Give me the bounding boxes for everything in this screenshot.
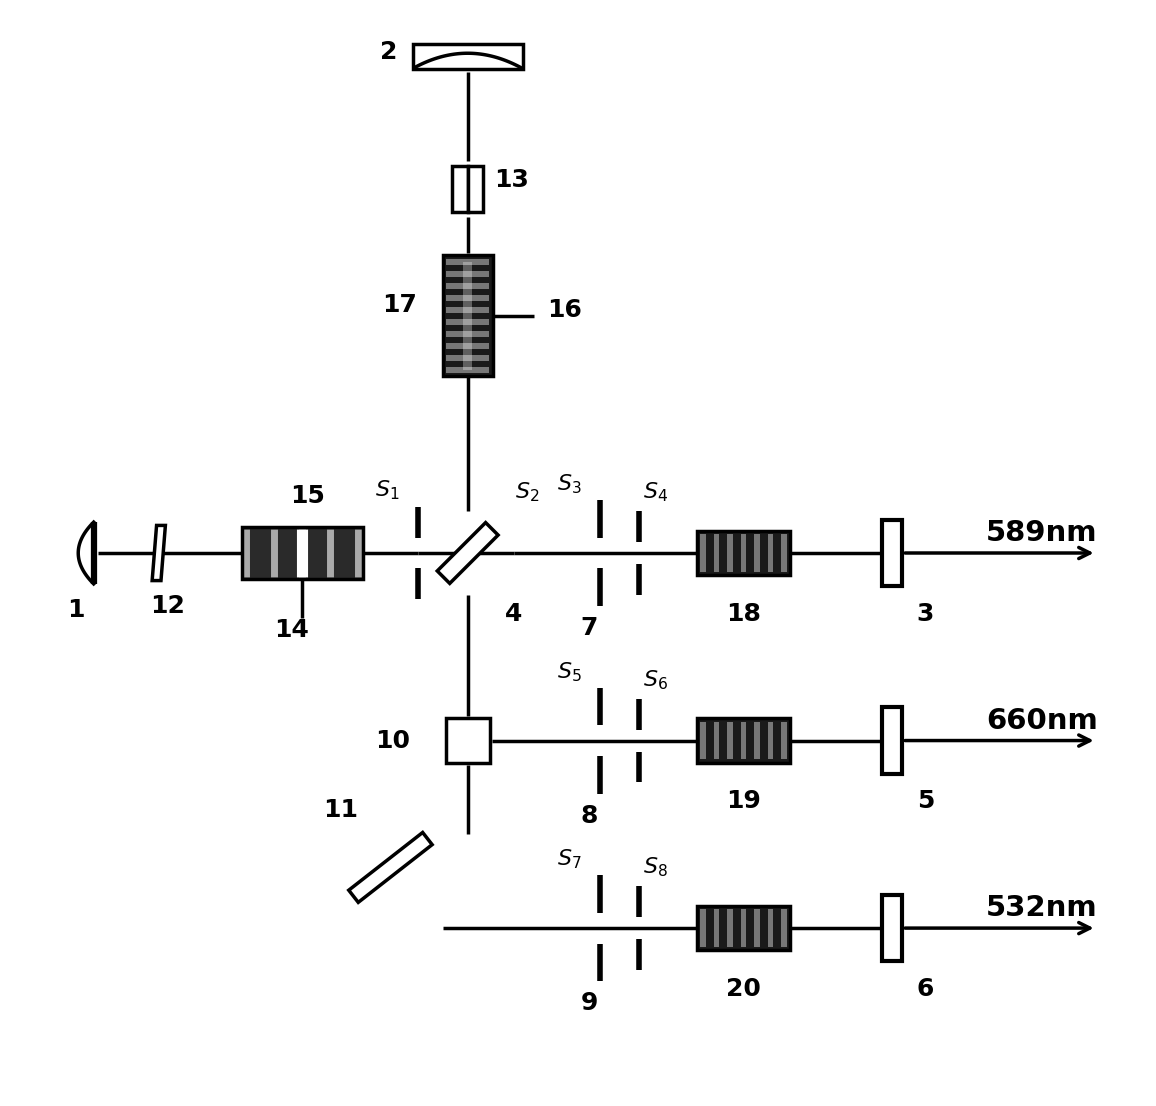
Bar	[452, 166, 467, 212]
Text: $S_5$: $S_5$	[557, 660, 581, 684]
Text: 3: 3	[917, 602, 934, 626]
Polygon shape	[768, 909, 773, 947]
Text: 11: 11	[324, 799, 358, 822]
Polygon shape	[727, 534, 733, 572]
Polygon shape	[701, 722, 706, 760]
Polygon shape	[781, 909, 786, 947]
Polygon shape	[754, 534, 759, 572]
Text: 4: 4	[505, 602, 523, 626]
Text: 589nm: 589nm	[986, 519, 1098, 547]
Polygon shape	[446, 319, 489, 325]
Text: $S_6$: $S_6$	[643, 668, 668, 691]
Polygon shape	[768, 534, 773, 572]
Text: 10: 10	[376, 729, 410, 752]
Text: 14: 14	[274, 618, 309, 643]
Text: 7: 7	[580, 616, 598, 640]
Text: 18: 18	[726, 602, 761, 626]
Bar	[882, 895, 903, 961]
Text: 12: 12	[150, 594, 185, 618]
Text: 5: 5	[917, 790, 934, 813]
Polygon shape	[446, 306, 489, 313]
Text: 660nm: 660nm	[986, 707, 1098, 734]
Text: 6: 6	[917, 977, 934, 1001]
Bar	[413, 44, 523, 69]
Polygon shape	[714, 722, 719, 760]
Bar	[882, 520, 903, 586]
Text: $S_1$: $S_1$	[375, 478, 399, 502]
Polygon shape	[697, 719, 791, 763]
Text: 9: 9	[580, 991, 598, 1015]
Polygon shape	[701, 909, 706, 947]
Bar	[468, 166, 483, 212]
Bar	[242, 526, 363, 580]
Text: 20: 20	[726, 977, 761, 1001]
Polygon shape	[349, 833, 432, 902]
Text: 15: 15	[290, 483, 325, 508]
Polygon shape	[701, 534, 706, 572]
Bar	[445, 719, 490, 763]
Polygon shape	[242, 526, 363, 580]
Polygon shape	[714, 909, 719, 947]
Text: 19: 19	[726, 790, 761, 813]
Polygon shape	[153, 525, 165, 581]
Text: 13: 13	[495, 168, 529, 192]
Polygon shape	[446, 294, 489, 301]
Bar	[697, 719, 791, 763]
Polygon shape	[714, 534, 719, 572]
Polygon shape	[446, 283, 489, 289]
Text: 8: 8	[580, 804, 598, 827]
Polygon shape	[446, 355, 489, 361]
Polygon shape	[741, 722, 747, 760]
Polygon shape	[446, 343, 489, 348]
Polygon shape	[446, 331, 489, 337]
Polygon shape	[727, 722, 733, 760]
Text: $S_3$: $S_3$	[557, 472, 581, 497]
Bar	[443, 255, 492, 376]
Polygon shape	[741, 909, 747, 947]
Text: 2: 2	[379, 40, 397, 64]
Polygon shape	[741, 534, 747, 572]
Polygon shape	[446, 367, 489, 373]
Text: 16: 16	[547, 299, 581, 322]
Polygon shape	[727, 909, 733, 947]
Polygon shape	[443, 255, 492, 376]
Polygon shape	[697, 906, 791, 950]
Polygon shape	[464, 262, 472, 369]
Text: $S_4$: $S_4$	[643, 480, 668, 504]
Polygon shape	[446, 271, 489, 276]
Text: $S_8$: $S_8$	[643, 856, 668, 879]
Polygon shape	[446, 259, 489, 264]
Bar	[697, 906, 791, 950]
Polygon shape	[754, 909, 759, 947]
Bar	[882, 708, 903, 773]
Polygon shape	[768, 722, 773, 760]
Polygon shape	[781, 534, 786, 572]
Polygon shape	[697, 531, 791, 575]
Text: $S_2$: $S_2$	[516, 480, 540, 504]
Text: $S_7$: $S_7$	[557, 848, 581, 872]
Polygon shape	[781, 722, 786, 760]
Polygon shape	[754, 722, 759, 760]
Text: 17: 17	[381, 293, 416, 316]
Bar	[697, 531, 791, 575]
Text: 1: 1	[67, 598, 84, 623]
Text: 532nm: 532nm	[986, 895, 1098, 922]
Polygon shape	[437, 522, 498, 584]
